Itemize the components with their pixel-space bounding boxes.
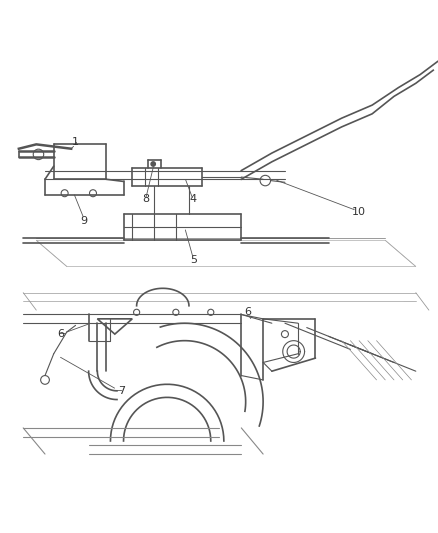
Text: 8: 8 xyxy=(141,194,148,204)
Text: 10: 10 xyxy=(351,207,365,217)
Text: 5: 5 xyxy=(189,255,196,265)
Text: 4: 4 xyxy=(189,194,196,204)
Text: 9: 9 xyxy=(81,216,88,225)
Circle shape xyxy=(151,162,155,166)
Text: 6: 6 xyxy=(57,329,64,339)
Text: 1: 1 xyxy=(72,137,79,147)
Text: 7: 7 xyxy=(117,386,125,396)
Text: 6: 6 xyxy=(244,308,251,317)
